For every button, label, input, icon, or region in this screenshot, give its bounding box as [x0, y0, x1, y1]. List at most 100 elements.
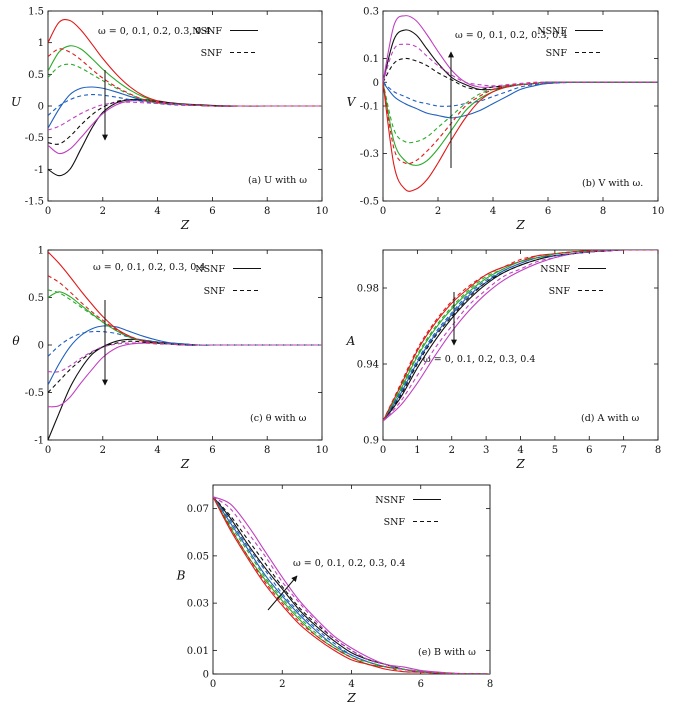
legend-solid-label: NSNF [195, 264, 225, 275]
legend-solid-label: NSNF [375, 495, 405, 506]
y-tick-label: 0 [38, 341, 44, 352]
y-axis-label: V [347, 95, 357, 109]
omega-annotation: ω = 0, 0.1, 0.2, 0.3, 0.4 [293, 558, 405, 569]
x-axis-label: Z [180, 218, 190, 232]
x-axis-label: Z [180, 457, 190, 471]
y-tick-label: -1 [34, 165, 44, 176]
series-line-dashed-omega-0.2 [383, 250, 658, 422]
series-line-solid-omega-0.1 [48, 325, 322, 386]
series-line-solid-omega-0.1 [383, 250, 658, 422]
y-tick-label: 0.03 [187, 599, 209, 610]
y-tick-label: -0.5 [360, 197, 379, 208]
series-line-dashed-omega-0.2 [48, 63, 322, 107]
y-tick-label: 1.5 [28, 7, 44, 18]
series-line-dashed-omega-0.2 [48, 289, 322, 346]
series-line-solid-omega-0.4 [383, 250, 658, 422]
x-tick-label: 0 [380, 206, 386, 217]
series-line-dashed-omega-0.1 [383, 250, 658, 422]
x-tick-label: 3 [483, 445, 489, 456]
x-tick-label: 4 [517, 445, 523, 456]
panel-b: 0 2 4 6 8 10 -0.5 -0.3 -0.1 0 0.1 0.3 Z V NSNF SNF ω = 0… [347, 7, 665, 233]
legend-solid-label: NSNF [540, 264, 570, 275]
series-line-dashed-omega-0.3 [383, 81, 658, 165]
omega-annotation: ω = 0, 0.1, 0.2, 0.3, 0.4 [455, 30, 567, 41]
series-line-solid-omega-0.2 [383, 250, 658, 422]
y-tick-label: 0.07 [187, 504, 209, 515]
legend-dashed-label: SNF [204, 286, 226, 297]
x-tick-label: 0 [45, 206, 51, 217]
x-tick-label: 2 [449, 445, 455, 456]
legend-dashed-label: SNF [201, 48, 223, 59]
y-axis-label: θ [12, 334, 20, 348]
x-tick-label: 2 [435, 206, 441, 217]
series-line-dashed-omega-0.4 [383, 43, 658, 87]
x-axis-label: Z [515, 218, 525, 232]
x-tick-label: 4 [490, 206, 496, 217]
x-tick-label: 2 [100, 445, 106, 456]
series-line-dashed-omega-0 [383, 250, 658, 422]
x-tick-label: 2 [100, 206, 106, 217]
y-tick-label: 0.5 [28, 293, 44, 304]
y-tick-label: 0.3 [363, 7, 379, 18]
panel-c: 0 2 4 6 8 10 -1 -0.5 0 0.5 1 Zθ NSNF SNF ω = 0, 0.1, 0… [12, 246, 328, 472]
x-tick-label: 4 [154, 445, 160, 456]
panel-caption: (a) U with ω [248, 175, 307, 186]
x-tick-label: 8 [264, 445, 270, 456]
series-line-dashed-omega-0.3 [48, 48, 322, 107]
x-tick-label: 6 [209, 445, 215, 456]
x-tick-label: 4 [154, 206, 160, 217]
series-line-dashed-omega-0 [48, 99, 322, 145]
x-tick-label: 2 [279, 679, 285, 690]
y-tick-label: 0.94 [357, 360, 379, 371]
y-tick-label: 0.1 [363, 54, 379, 65]
x-axis-label: Z [346, 691, 356, 705]
y-tick-label: 0 [373, 78, 379, 89]
series-line-dashed-omega-0.4 [48, 342, 322, 373]
x-tick-label: 7 [620, 445, 626, 456]
x-tick-label: 8 [264, 206, 270, 217]
series-line-solid-omega-0 [383, 250, 658, 422]
series-line-solid-omega-0.2 [48, 291, 322, 346]
y-axis-label: A [346, 334, 356, 348]
y-tick-label: -1 [34, 436, 44, 447]
omega-annotation: ω = 0, 0.1, 0.2, 0.3, 0.4 [98, 26, 210, 37]
series-line-solid-omega-0.1 [48, 86, 322, 129]
series-line-dashed-omega-0.3 [383, 250, 658, 422]
y-tick-label: -1.5 [25, 197, 44, 208]
series-line-solid-omega-0.4 [383, 15, 658, 88]
x-axis-label: Z [515, 457, 525, 471]
legend-dashed-label: SNF [384, 517, 406, 528]
series-line-solid-omega-0.3 [383, 250, 658, 422]
y-tick-label: -0.5 [25, 388, 44, 399]
series-line-dashed-omega-0.4 [383, 250, 658, 422]
panel-caption: (d) A with ω [581, 413, 640, 424]
series-line-solid-omega-0 [48, 98, 322, 177]
y-axis-label: U [11, 95, 22, 109]
x-tick-label: 8 [655, 445, 661, 456]
x-tick-label: 0 [380, 445, 386, 456]
x-tick-label: 4 [348, 679, 354, 690]
y-tick-label: 0.05 [187, 551, 209, 562]
x-tick-label: 0 [45, 445, 51, 456]
series-line-dashed-omega-0.1 [48, 330, 322, 357]
omega-annotation: ω = 0, 0.1, 0.2, 0.3, 0.4 [423, 354, 535, 365]
x-tick-label: 8 [487, 679, 493, 690]
y-tick-label: 0 [203, 670, 209, 681]
series-line-solid-omega-0.4 [48, 100, 322, 155]
x-tick-label: 0 [210, 679, 216, 690]
panel-a: 0 2 4 6 8 10 -1.5 -1 -0.5 0 0.5 1 1.5 Z U NSNF SNF ω = 0,… [11, 7, 328, 233]
x-tick-label: 5 [552, 445, 558, 456]
y-tick-label: 0 [38, 102, 44, 113]
series-line-solid-omega-0.3 [383, 81, 658, 192]
legend-dashed-label: SNF [549, 286, 571, 297]
y-axis-label: B [176, 569, 186, 583]
y-tick-label: 0.9 [363, 436, 379, 447]
series-line-dashed-omega-0.3 [48, 275, 322, 346]
x-tick-label: 6 [545, 206, 551, 217]
series-line-solid-omega-0.2 [383, 81, 658, 166]
series-line-dashed-omega-0.4 [48, 101, 322, 131]
series-line-solid-omega-0.2 [48, 45, 322, 107]
panel-caption: (e) B with ω [418, 647, 476, 658]
trend-arrow-up [267, 575, 298, 611]
